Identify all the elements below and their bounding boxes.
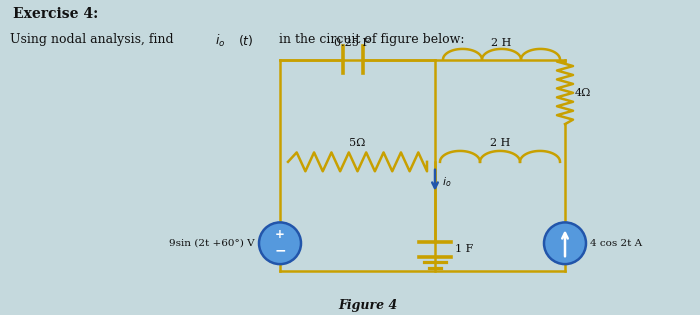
Text: Exercise 4:: Exercise 4: [13,7,98,21]
Text: 4Ω: 4Ω [575,88,592,98]
Circle shape [259,222,301,264]
Text: $\mathit{(t)}$: $\mathit{(t)}$ [238,33,253,48]
Text: in the circuit of figure below:: in the circuit of figure below: [275,33,465,46]
Text: 0.25 F: 0.25 F [335,38,370,48]
Text: 2 H: 2 H [491,38,512,48]
Text: Figure 4: Figure 4 [338,299,397,312]
Text: +: + [275,228,285,241]
Circle shape [544,222,586,264]
Text: $\mathit{i_o}$: $\mathit{i_o}$ [215,33,225,49]
Text: 1 F: 1 F [455,244,473,254]
Text: 2 H: 2 H [490,138,510,148]
Text: $i_o$: $i_o$ [442,175,452,189]
Text: 5Ω: 5Ω [349,138,365,148]
Text: Using nodal analysis, find: Using nodal analysis, find [10,33,178,46]
Text: −: − [274,244,286,258]
Text: 9sin (2t +60°) V: 9sin (2t +60°) V [169,239,255,248]
Text: 4 cos 2t A: 4 cos 2t A [590,239,642,248]
